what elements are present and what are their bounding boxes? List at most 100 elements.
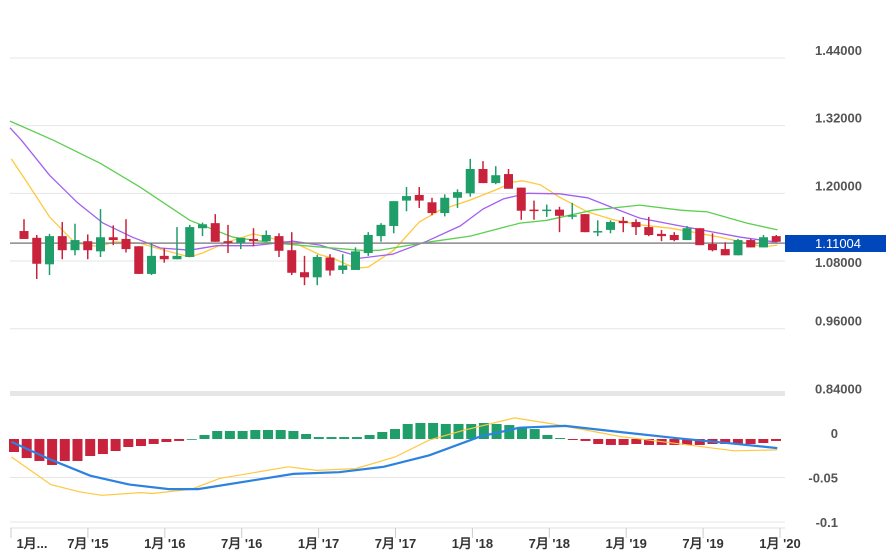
candle — [159, 248, 169, 263]
candle-body — [159, 255, 169, 260]
panel-separator[interactable] — [10, 391, 785, 396]
macd-histogram-bar — [517, 426, 527, 439]
candle-body — [478, 169, 488, 184]
macd-histogram-bar — [250, 430, 261, 439]
price-tick-label: 1.32000 — [815, 111, 862, 126]
candle — [414, 187, 424, 208]
macd-histogram-bar — [326, 437, 337, 439]
macd-histogram-bar — [694, 439, 705, 445]
x-tick-label: 7月 '19 — [682, 536, 723, 551]
price-tick-label: 0.96000 — [815, 314, 862, 329]
macd-histogram-bar — [504, 425, 515, 439]
current-price-badge: 1.11004 — [785, 235, 886, 252]
x-tick-label: 1月 '19 — [605, 536, 646, 551]
time-axis: 1月... 7月 '15 1月 '16 7月 '16 1月 '17 7月 '17 1月 '1… — [10, 528, 801, 551]
candle — [427, 197, 437, 216]
candle-body — [96, 237, 105, 252]
macd-histogram — [9, 422, 781, 465]
candle-body — [45, 236, 54, 265]
candle-body — [567, 215, 577, 217]
candle — [83, 234, 93, 260]
macd-histogram-bar — [136, 439, 146, 447]
candle-body — [70, 240, 80, 251]
candle-body — [644, 227, 654, 235]
x-tick-label: 1月 '18 — [452, 536, 493, 551]
candle — [606, 220, 615, 234]
macd-histogram-bar — [97, 439, 108, 455]
candle — [274, 233, 284, 257]
macd-histogram-bar — [174, 439, 185, 441]
candle — [657, 229, 666, 242]
macd-histogram-bar — [580, 439, 591, 441]
ma-line-mid — [9, 127, 778, 259]
candle — [720, 242, 730, 256]
macd-histogram-bar — [618, 439, 629, 445]
candle-body — [351, 251, 360, 270]
candle-body — [491, 175, 501, 184]
macd-histogram-bar — [148, 439, 159, 444]
candle-body — [147, 255, 156, 274]
candle — [45, 233, 54, 276]
candle-body — [198, 224, 207, 229]
macd-histogram-bar — [440, 423, 451, 439]
candle — [108, 225, 118, 246]
candle-body — [529, 209, 539, 212]
macd-histogram-bar — [263, 430, 273, 439]
macd-tick-label: -0.1 — [816, 515, 838, 530]
candle — [363, 232, 373, 256]
candle — [198, 222, 207, 237]
candle-body — [669, 234, 679, 241]
candle — [759, 234, 768, 248]
candle-body — [733, 240, 743, 256]
candle-body — [376, 224, 386, 237]
candle-body — [32, 237, 42, 264]
signal-line — [11, 417, 778, 496]
macd-histogram-bar — [199, 434, 210, 439]
candle — [580, 214, 590, 233]
candle — [453, 189, 462, 208]
candle-body — [695, 228, 705, 246]
candle — [529, 200, 539, 220]
candle-body — [618, 220, 628, 224]
candle-body — [746, 240, 756, 248]
candle-body — [325, 257, 335, 271]
price-tick-label: 1.44000 — [815, 43, 862, 58]
macd-histogram-bar — [466, 423, 477, 439]
candle-body — [249, 238, 258, 242]
macd-histogram-bar — [34, 439, 45, 461]
candle-body — [465, 169, 475, 194]
macd-histogram-bar — [85, 439, 96, 456]
candle-body — [414, 194, 424, 201]
macd-line — [11, 424, 778, 491]
candle-body — [580, 214, 590, 233]
candles — [19, 158, 781, 286]
macd-histogram-bar — [720, 439, 731, 444]
candle-body — [261, 234, 271, 242]
candle-body — [223, 241, 233, 243]
candle-body — [312, 256, 322, 278]
macd-histogram-bar — [237, 430, 248, 439]
macd-histogram-bar — [313, 437, 324, 439]
price-tick-label: 1.20000 — [815, 178, 862, 193]
candle — [134, 246, 144, 274]
candle — [504, 169, 513, 189]
candle-body — [83, 241, 93, 251]
candle-body — [759, 237, 768, 248]
macd-histogram-bar — [377, 431, 388, 439]
candle-body — [172, 255, 182, 260]
x-tick-label: 7月 '16 — [221, 536, 262, 551]
candle — [567, 202, 577, 220]
candle — [465, 158, 475, 197]
macd-histogram-bar — [682, 439, 693, 445]
macd-histogram-bar — [275, 430, 286, 439]
candle-body — [720, 249, 730, 256]
macd-histogram-bar — [542, 434, 553, 439]
macd-histogram-bar — [745, 439, 756, 444]
macd-histogram-bar — [529, 429, 540, 439]
macd-histogram-bar — [415, 422, 426, 439]
candle-body — [504, 174, 513, 189]
macd-histogram-bar — [351, 437, 362, 439]
macd-histogram-bar — [567, 439, 578, 440]
candle — [478, 161, 488, 184]
